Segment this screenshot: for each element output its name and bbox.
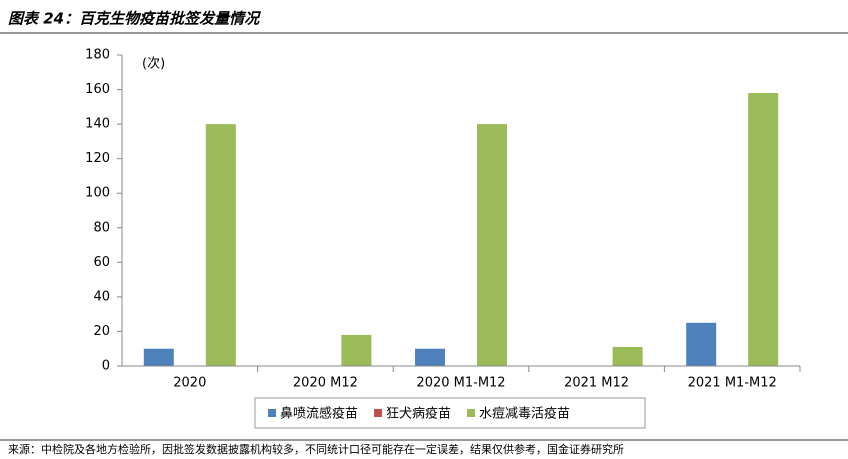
legend-swatch <box>374 409 383 417</box>
y-tick-label: 140 <box>85 117 110 132</box>
y-tick-label: 40 <box>93 289 110 304</box>
legend-swatch <box>467 409 476 417</box>
legend-label: 狂犬病疫苗 <box>386 406 451 422</box>
y-tick-label: 180 <box>85 48 110 63</box>
bar <box>205 124 236 366</box>
y-tick-label: 60 <box>93 255 110 270</box>
bar <box>415 348 445 366</box>
bar <box>686 322 717 366</box>
x-tick-label: 2020 M12 <box>293 376 358 391</box>
bar <box>477 124 507 366</box>
x-tick-label: 2021 M1-M12 <box>688 376 777 391</box>
bar <box>143 348 174 366</box>
y-tick-label: 80 <box>93 220 110 235</box>
bar <box>612 346 643 366</box>
bar <box>748 93 779 366</box>
x-tick-label: 2020 <box>173 376 206 391</box>
legend-label: 鼻喷流感疫苗 <box>280 406 358 422</box>
unit-label: (次) <box>142 56 165 72</box>
y-tick-label: 120 <box>85 151 110 166</box>
y-tick-label: 20 <box>93 324 110 339</box>
legend-swatch <box>268 409 276 417</box>
bar <box>341 334 372 366</box>
legend-box <box>254 397 646 429</box>
x-tick-label: 2020 M1-M12 <box>416 376 505 391</box>
source: 来源：中检院及各地方检验所，因批签发数据披露机构较多，不同统计口径可能存在一定误… <box>8 442 624 456</box>
x-tick-label: 2021 M12 <box>564 376 629 391</box>
chart-title: 图表 24：百克生物疫苗批签发量情况 <box>8 10 261 28</box>
legend-label: 水痘减毒活疫苗 <box>479 406 570 422</box>
y-tick-label: 160 <box>85 82 110 97</box>
y-tick-label: 100 <box>85 186 110 201</box>
y-tick-label: 0 <box>102 359 110 374</box>
